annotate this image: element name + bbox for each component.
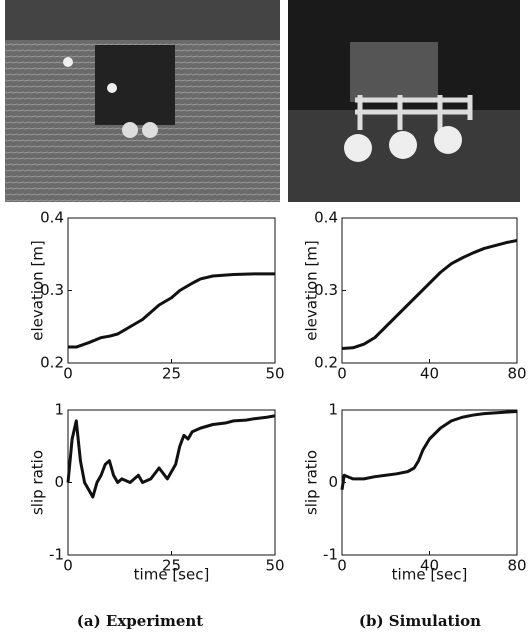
x-tick-label: 0	[337, 557, 347, 575]
y-axis-label: elevation [m]	[29, 240, 47, 341]
x-tick-label: 0	[337, 365, 347, 383]
y-tick-label: 0	[54, 473, 64, 491]
y-tick-label: -1	[323, 546, 338, 564]
x-axis-label: time [sec]	[134, 566, 210, 584]
y-tick-label: 0.2	[40, 354, 64, 372]
x-tick-label: 80	[507, 365, 526, 383]
experiment-photo	[5, 0, 280, 202]
y-tick-label: 0.3	[314, 281, 338, 299]
plot-frame	[67, 217, 276, 364]
y-axis-label: slip ratio	[29, 450, 47, 515]
x-tick-label: 40	[420, 557, 439, 575]
data-line	[341, 239, 518, 350]
x-tick-label: 0	[63, 365, 73, 383]
y-tick-label: 0	[328, 473, 338, 491]
x-tick-label: 40	[420, 365, 439, 383]
y-tick-label: 1	[328, 401, 338, 419]
x-tick-label: 25	[162, 365, 181, 383]
simulation-photo	[288, 0, 520, 202]
x-tick-label: 80	[507, 557, 526, 575]
x-tick-label: 50	[265, 557, 284, 575]
y-axis-label: slip ratio	[303, 450, 321, 515]
y-axis-label: elevation [m]	[303, 240, 321, 341]
x-tick-label: 25	[162, 557, 181, 575]
y-tick-label: 1	[54, 401, 64, 419]
data-line	[68, 272, 275, 349]
y-tick-label: 0.2	[314, 354, 338, 372]
plot-frame	[67, 409, 276, 556]
x-tick-label: 50	[265, 365, 284, 383]
x-tick-label: 0	[63, 557, 73, 575]
data-line	[340, 409, 518, 490]
y-tick-label: -1	[49, 546, 64, 564]
plot-frame	[341, 409, 518, 556]
caption: (a) Experiment	[77, 612, 203, 630]
y-tick-label: 0.4	[314, 209, 338, 227]
y-tick-label: 0.3	[40, 281, 64, 299]
y-tick-label: 0.4	[40, 209, 64, 227]
caption: (b) Simulation	[359, 612, 481, 630]
x-axis-label: time [sec]	[392, 566, 468, 584]
data-line	[66, 414, 276, 499]
